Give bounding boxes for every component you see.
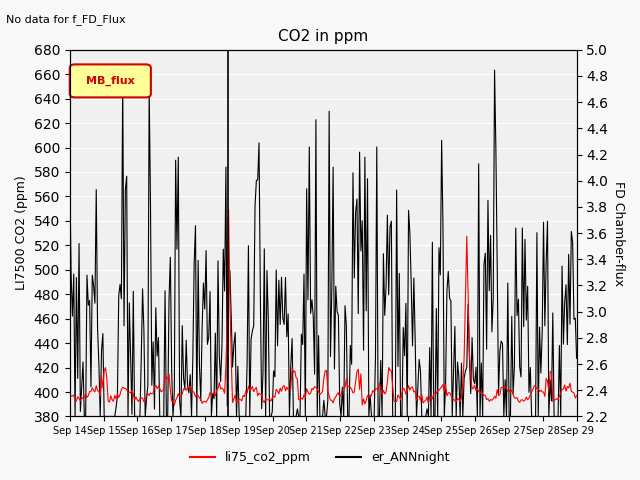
FancyBboxPatch shape: [70, 64, 151, 97]
Text: MB_flux: MB_flux: [86, 76, 134, 86]
Y-axis label: FD Chamber-flux: FD Chamber-flux: [612, 180, 625, 286]
Text: No data for f_FD_Flux: No data for f_FD_Flux: [6, 14, 126, 25]
Y-axis label: LI7500 CO2 (ppm): LI7500 CO2 (ppm): [15, 176, 28, 290]
Legend: li75_co2_ppm, er_ANNnight: li75_co2_ppm, er_ANNnight: [186, 446, 454, 469]
Title: CO2 in ppm: CO2 in ppm: [278, 29, 368, 44]
